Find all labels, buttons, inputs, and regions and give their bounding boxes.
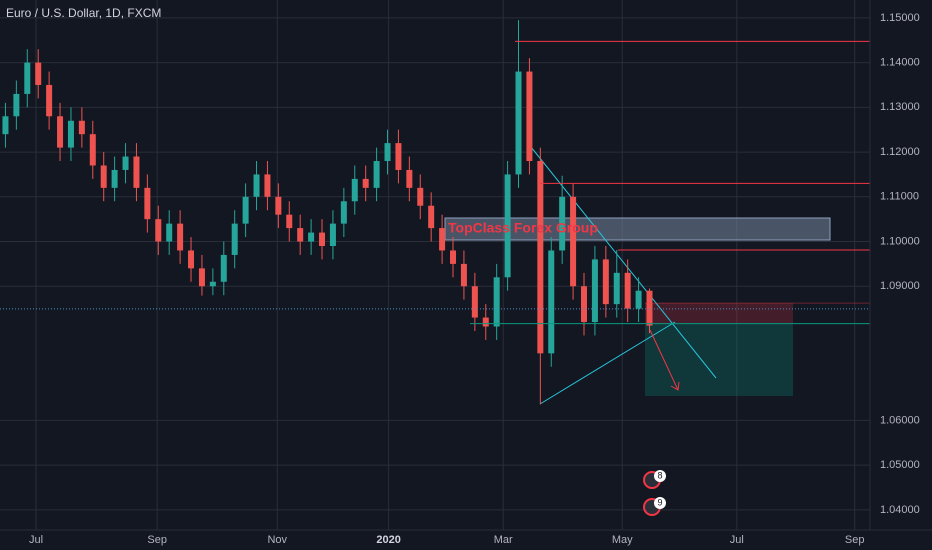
candle-body [122,156,129,170]
candle-body [537,161,544,354]
candle-body [428,205,435,229]
event-badge-count [654,497,666,509]
y-tick-label: 1.12000 [880,146,920,158]
y-tick-label: 1.10000 [880,235,920,247]
event-badge-count [654,470,666,482]
y-tick-label: 1.09000 [880,280,920,292]
candle-body [297,228,304,242]
x-tick-label: May [612,534,633,546]
y-tick-label: 1.13000 [880,101,920,113]
candle-body [144,187,151,220]
candle-body [417,187,424,206]
candle-body [78,120,85,135]
x-tick-label: Jul [730,534,744,546]
event-count: 8 [657,470,662,480]
candle-body [67,120,74,148]
x-tick-label: Mar [494,534,513,546]
x-tick-label: 2020 [376,534,400,546]
event-count: 9 [657,497,662,507]
candle-body [351,178,358,202]
candle-body [155,219,162,242]
candle-body [471,286,478,318]
candle-body [111,169,118,188]
target-zone [645,324,793,396]
candle-body [319,232,326,246]
candle-body [406,169,413,188]
candle-body [340,201,347,224]
x-tick-label: Jul [29,534,43,546]
candle-body [133,156,140,188]
candle-body [275,196,282,215]
candle-body [286,214,293,229]
candle-body [460,263,467,287]
candle-body [395,143,402,170]
x-tick-label: Sep [845,534,865,546]
candle-body [482,317,489,327]
candle-body [242,196,249,224]
candle-body [526,71,533,162]
y-tick-label: 1.04000 [880,504,920,516]
candle-body [450,250,457,264]
y-tick-label: 1.05000 [880,459,920,471]
candle-body [253,174,260,197]
candle-body [35,62,42,85]
arrow [649,329,679,391]
candle-body [188,250,195,269]
annotation-text: TopClass Forex Group [448,220,598,236]
candle-body [220,254,227,282]
candle-body [329,223,336,246]
trend-line [526,141,717,379]
arrow-head [670,381,680,391]
candle-body [89,134,96,166]
y-tick-label: 1.14000 [880,57,920,69]
grid [0,0,870,530]
chart-title: Euro / U.S. Dollar, 1D, FXCM [6,6,161,20]
candle-body [602,259,609,305]
candle-body [2,116,9,135]
y-tick-label: 1.11000 [880,191,919,203]
candle-body [57,116,64,148]
candle-body [362,178,369,188]
candle-body [624,272,631,309]
candle-body [548,250,555,354]
candle-body [613,272,620,305]
x-tick-label: Sep [147,534,167,546]
candle-body [308,232,315,242]
axis: 1.15000 1.14000 1.13000 1.12000 1.11000 1.100… [29,12,920,546]
candle-body [198,268,205,287]
x-tick-label: Nov [267,534,287,546]
candle-body [515,71,522,175]
candle-body [570,196,577,287]
candle-body [504,174,511,278]
candle-body [439,228,446,251]
candle-body [493,277,500,327]
candle-body [581,286,588,323]
candle-body [231,223,238,255]
candles [2,20,653,405]
candle-body [209,281,216,287]
candle-body [166,223,173,242]
candle-body [646,290,653,326]
candle-body [177,223,184,251]
candle-body [635,290,642,309]
candle-body [13,93,20,117]
candle-body [24,62,31,94]
candle-body [384,143,391,162]
y-tick-label: 1.06000 [880,414,920,426]
candle-body [46,84,53,117]
candle-body [100,165,107,188]
price-axis [870,0,932,550]
candle-body [373,161,380,188]
candle-body [559,196,566,251]
stop-zone [645,303,793,324]
candle-body [591,259,598,323]
y-tick-label: 1.15000 [880,12,920,24]
candle-body [264,174,271,197]
